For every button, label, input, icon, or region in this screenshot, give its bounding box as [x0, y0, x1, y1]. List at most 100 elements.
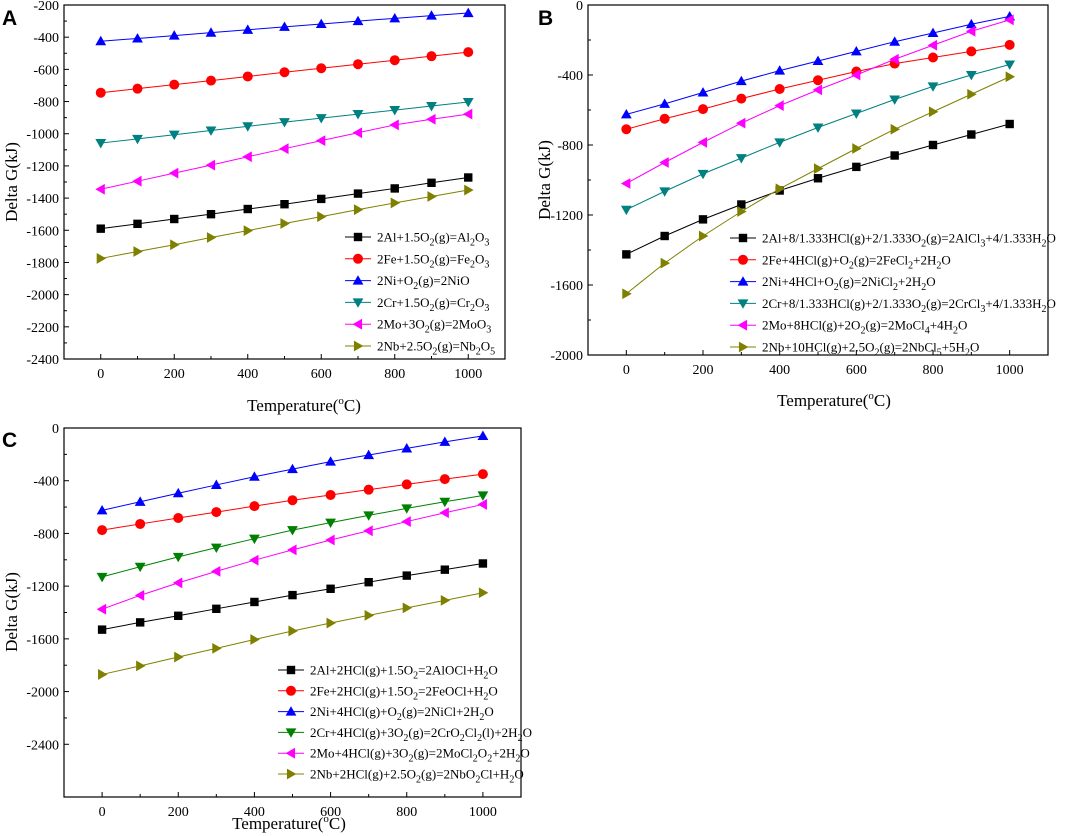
panel-c-series-3-point: [172, 487, 184, 498]
panel-a-legend-label: 2Fe+1.5O2(g)=Fe2O3: [377, 251, 489, 270]
panel-c-x-tick-label: 0: [99, 805, 106, 820]
panel-a-series-2-point: [353, 59, 363, 70]
panel-b-legend-swatch-marker: [738, 233, 748, 243]
panel-c-series-3-point: [439, 436, 451, 446]
panel-b-series-5-point: [889, 53, 899, 65]
panel-a-series-2: [95, 47, 474, 98]
panel-a-y-tick-label: -1200: [26, 160, 59, 175]
panel-b-legend-swatch-marker: [737, 299, 749, 309]
panel-a-y-tick-label: -2400: [26, 353, 59, 368]
panel-b-series-5-point: [774, 100, 784, 112]
panel-c-series-5: [96, 499, 487, 615]
panel-a-series-1-point: [170, 214, 179, 224]
panel-c-series-1-point: [250, 597, 259, 607]
panel-a-series-5-point: [279, 143, 289, 155]
panel-b-series-2-point: [621, 124, 632, 135]
panel-c-series-6-point: [98, 669, 108, 680]
panel-b-series-3-point: [812, 55, 824, 66]
panel-c-series-6-point: [212, 642, 222, 654]
panel-c-series-4: [96, 491, 489, 583]
panel-c: C 0 200 400 600 800 1000 -2400 -2000 -1600 -1200 -8…: [2, 422, 532, 833]
panel-c-legend-label: 2Mo+4HCl(g)+3O2(g)=2MoCl2O2+2H2O: [310, 746, 530, 765]
panel-b-series-4-point: [659, 187, 671, 197]
panel-c-series-2-point: [211, 507, 222, 518]
panel-c-x-tick-label: 800: [396, 805, 417, 820]
panel-a-x-tick-label: 1000: [454, 367, 482, 382]
panel-c-x-tick-label: 400: [244, 805, 265, 820]
panel-c-series-6-point: [326, 617, 336, 629]
panel-b-series-3-point: [697, 87, 709, 97]
panel-b-series-4-point: [812, 123, 824, 133]
panel-a-legend-swatch-marker: [352, 275, 364, 285]
panel-a-legend-swatch-marker: [352, 298, 364, 308]
panel-b-x-tick-label: 200: [693, 363, 714, 378]
panel-a-series-2-point: [463, 47, 474, 58]
panel-a-series-2-point: [95, 87, 106, 98]
panel-a-series-3-point: [95, 35, 107, 46]
panel-c-series-1-point: [326, 584, 335, 593]
panel-b-x-tick-label: 0: [623, 363, 630, 378]
panel-a-series-6-point: [353, 204, 364, 216]
panel-a-series-4: [95, 97, 474, 149]
panel-a-series-5-point: [168, 167, 179, 179]
panel-a-series-4-point: [242, 122, 254, 132]
panel-a-y-tick-label: -2000: [26, 289, 59, 304]
panel-c-series-5-point: [287, 544, 297, 556]
panel-b-legend-swatch-marker: [738, 254, 748, 265]
panel-b-series-5-point: [697, 136, 708, 148]
panel-b-series-5-point: [735, 117, 746, 129]
panel-a-legend-swatch-marker: [352, 318, 363, 330]
panel-b-series-6: [622, 71, 1016, 300]
panel-b-series-3-point: [620, 108, 632, 119]
panel-a-series-5-point: [389, 119, 399, 131]
panel-a-series-6-point: [96, 253, 107, 264]
panel-c-x-tick-label: 1000: [469, 805, 497, 820]
panel-c-series-5-point: [477, 499, 487, 510]
panel-b-series-2-point: [813, 75, 823, 86]
panel-c-series-2-point: [363, 484, 374, 495]
panel-c-series-3-point: [249, 471, 260, 481]
panel-b-series-5-point: [620, 178, 631, 189]
panel-a-x-tick-label: 800: [384, 367, 405, 382]
panel-a-y-tick-label: -1400: [26, 192, 59, 207]
panel-b-y-axis-title: Delta G(kJ): [535, 140, 554, 220]
panel-b-series-6-point: [775, 183, 786, 195]
panel-c-legend-swatch-marker: [286, 665, 296, 675]
panel-a-legend: 2Al+1.5O2(g)=Al2O3 2Fe+1.5O2(g)=Fe2O3 2Ni+…: [345, 230, 495, 358]
panel-c-series-2-point: [97, 525, 108, 536]
panel-b-series-6-point: [698, 230, 709, 242]
panel-c-series-3-point: [210, 479, 222, 489]
panel-a-series-1: [96, 173, 473, 233]
panel-b-x-tick-label: 1000: [996, 363, 1024, 378]
panel-c-y-tick-label: -2400: [26, 738, 59, 753]
panel-b-series-1-point: [698, 215, 708, 224]
panel-a-letter: A: [2, 7, 17, 30]
panel-a-series-3-point: [462, 7, 474, 18]
panel-a-series-5-point: [462, 108, 473, 120]
panel-c-series-3-point: [96, 504, 108, 515]
panel-c-legend-swatch-marker: [286, 768, 297, 780]
panel-a-series-4-point: [426, 102, 437, 112]
panel-a-series-2-point: [132, 83, 143, 94]
panel-a-series-4-point: [205, 126, 217, 136]
panel-b-y-tick-label: -800: [557, 139, 583, 154]
panel-a-series-1-point: [390, 184, 399, 193]
panel-b-series-4-point: [965, 70, 977, 81]
panel-c-series-1-point: [402, 571, 411, 580]
panel-b-series-2-point: [1004, 39, 1015, 50]
panel-b-series-4-point: [735, 154, 747, 164]
panel-c-legend-swatch-marker: [285, 728, 297, 738]
panel-c-plot-frame: [63, 427, 522, 798]
panel-b-y-tick-label: -1600: [550, 279, 583, 294]
panel-b-series-2-point: [774, 84, 785, 94]
panel-c-series-2-point: [477, 469, 488, 480]
panel-a-legend-label: 2Cr+1.5O2(g)=Cr2O3: [377, 295, 489, 314]
panel-a-series-3-point: [352, 15, 364, 26]
panel-b-legend-label: 2Fe+4HCl(g)+O2(g)=2FeCl2+2H2O: [762, 252, 951, 271]
panel-b-x-axis-title: Temperature(oC): [777, 390, 891, 410]
panel-b-series-3: [620, 10, 1016, 119]
panel-c-series-2-point: [135, 518, 146, 529]
panel-b-series-4-line: [626, 64, 1010, 211]
panel-c-series-1-point: [135, 618, 145, 627]
panel-a-series-5-point: [242, 151, 252, 163]
